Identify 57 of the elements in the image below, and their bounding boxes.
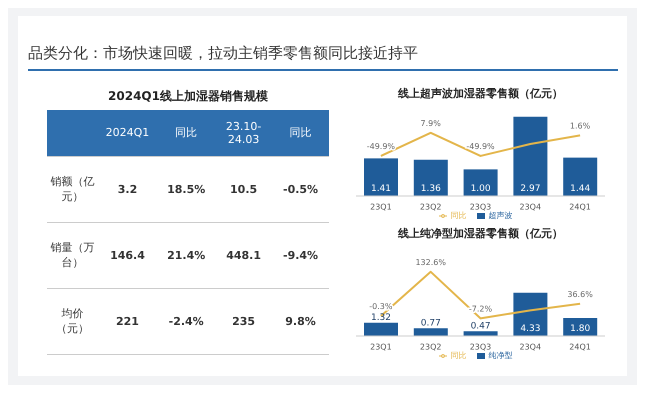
data-label: 1.36 (420, 184, 442, 194)
x-tick-label: 23Q1 (370, 342, 392, 352)
data-label: 1.32 (370, 312, 392, 323)
data-label: 1.6% (570, 121, 591, 130)
bar (364, 158, 398, 196)
data-label: 1.41 (370, 184, 392, 194)
x-tick-label: 23Q4 (520, 202, 542, 212)
x-tick-label: 24Q1 (569, 342, 591, 352)
text: 18.5% (166, 182, 206, 198)
chart-title: 线上超声波加湿器零售额（亿元） (396, 86, 564, 102)
legend-label: 超声波 (488, 211, 512, 220)
text: 21.4% (166, 248, 206, 264)
bar (414, 328, 448, 336)
bar (513, 116, 548, 196)
data-label: 36.6% (567, 290, 594, 299)
text: 235 (231, 314, 256, 330)
x-tick-label: 23Q3 (470, 202, 492, 212)
bar (464, 169, 498, 196)
legend-label: 纯净型 (488, 351, 512, 360)
data-label: 1.80 (570, 324, 590, 334)
legend-label: 同比 (450, 211, 466, 220)
data-label: -49.9% (466, 142, 496, 151)
x-tick-label: 23Q2 (420, 202, 442, 212)
text: 销额（亿元） (49, 174, 96, 205)
text: -2.4% (168, 314, 205, 330)
bar (513, 292, 548, 336)
data-label: 4.33 (520, 324, 540, 334)
text: 销量（万台） (49, 240, 96, 271)
x-tick-label: 23Q4 (520, 342, 542, 352)
data-label: 7.9% (420, 118, 442, 128)
text: 均价（元） (54, 306, 90, 337)
data-label: 2.97 (520, 184, 540, 194)
data-label: 0.77 (420, 318, 441, 328)
text: 9.8% (284, 314, 317, 330)
legend-label: 同比 (450, 351, 466, 360)
text: 3.2 (116, 182, 138, 198)
text: 2024Q1线上加湿器销售规模 (107, 88, 269, 105)
text: 146.4 (109, 248, 146, 264)
bar (563, 158, 598, 196)
bar (414, 160, 448, 196)
x-tick-label: 23Q1 (370, 202, 392, 212)
text: 221 (115, 314, 140, 330)
x-tick-label: 23Q2 (420, 342, 442, 352)
text: 10.5 (229, 182, 258, 198)
text: -0.5% (282, 182, 320, 198)
data-label: 0.47 (470, 321, 491, 332)
chart-title: 线上纯净型加湿器零售额（亿元） (396, 226, 564, 242)
x-tick-label: 24Q1 (569, 202, 591, 212)
bar (364, 322, 398, 336)
x-tick-label: 23Q3 (470, 342, 492, 352)
data-label: 1.00 (470, 184, 491, 194)
data-label: 1.44 (570, 184, 590, 194)
text: -9.4% (282, 248, 320, 264)
data-label: -49.9% (366, 142, 396, 151)
text: 448.1 (225, 248, 262, 264)
text: 品类分化：市场快速回暖，拉动主销季零售额同比接近持平 (28, 44, 618, 71)
data-label: 132.6% (415, 258, 446, 267)
